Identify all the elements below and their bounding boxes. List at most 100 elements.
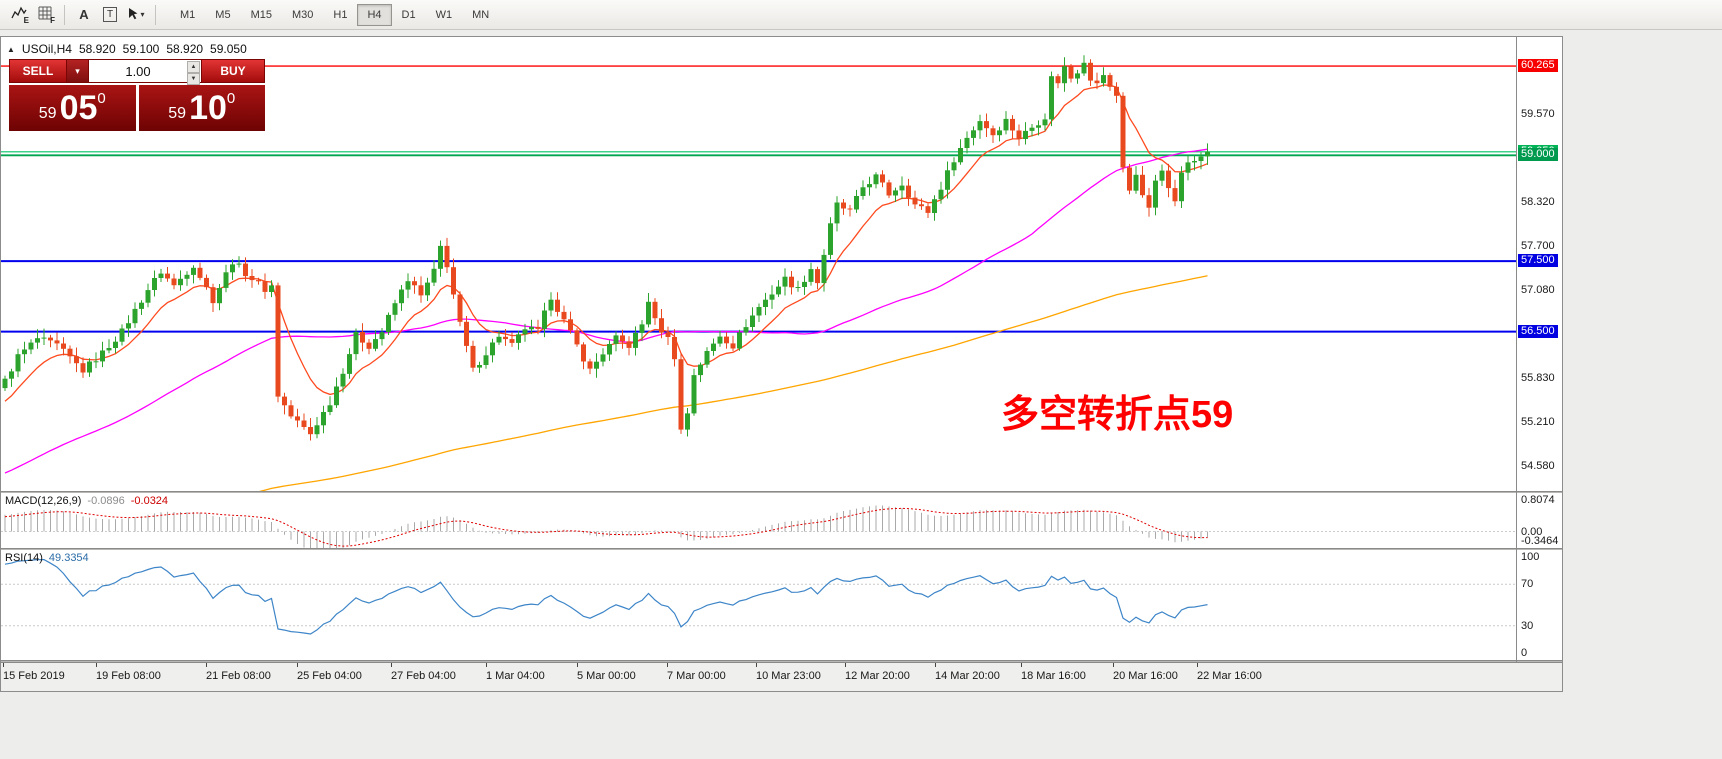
time-axis-tick (391, 663, 392, 667)
time-axis-tick (486, 663, 487, 667)
one-click-trading-panel: SELL ▾ ▲ ▼ BUY 59 05 0 59 (9, 59, 265, 131)
time-axis-tick (756, 663, 757, 667)
macd-signal-value: -0.0324 (130, 495, 169, 507)
trade-controls-row: SELL ▾ ▲ ▼ BUY (9, 59, 265, 85)
chevron-down-icon: ▾ (75, 65, 80, 76)
bid-pipette: 0 (97, 90, 106, 107)
volume-decrease-button[interactable]: ▼ (187, 73, 200, 85)
timeframe-MN[interactable]: MN (462, 4, 499, 26)
macd-panel[interactable]: MACD(12,26,9) -0.0896 -0.0324 (1, 493, 1516, 548)
time-axis-label: 22 Mar 16:00 (1197, 670, 1262, 682)
macd-label: MACD(12,26,9) -0.0896 -0.0324 (5, 495, 168, 507)
price-label: 70 (1521, 578, 1534, 591)
timeframe-H1[interactable]: H1 (323, 4, 357, 26)
time-axis-tick (845, 663, 846, 667)
volume-dropdown-button[interactable]: ▾ (67, 59, 89, 83)
chevron-down-icon: ▾ (140, 10, 145, 19)
volume-steppers: ▲ ▼ (187, 61, 200, 85)
macd-name: MACD(12,26,9) (5, 495, 82, 507)
candlestick-chart-svg[interactable] (1, 39, 1516, 491)
price-label: 59.570 (1521, 108, 1555, 121)
price-label: 57.080 (1521, 283, 1555, 296)
timeframe-group: M1 M5 M15 M30 H1 H4 D1 W1 MN (170, 3, 499, 26)
rsi-value: 49.3354 (48, 552, 89, 564)
panel-separator (1, 491, 1562, 493)
time-axis-label: 21 Feb 08:00 (206, 670, 271, 682)
price-label-special: 60.265 (1518, 59, 1558, 73)
cursor-arrow-icon (127, 7, 138, 23)
time-axis-tick (297, 663, 298, 667)
panel-separator (1, 660, 1562, 662)
time-axis-label: 19 Feb 08:00 (96, 670, 161, 682)
indicators-button[interactable]: E (6, 3, 32, 27)
timeframe-W1[interactable]: W1 (426, 4, 463, 26)
rsi-chart-svg[interactable] (1, 550, 1516, 660)
time-axis-label: 14 Mar 20:00 (935, 670, 1000, 682)
marker-up-icon: ▲ (7, 45, 15, 54)
grid-icon (38, 6, 52, 23)
macd-main-value: -0.0896 (87, 495, 125, 507)
timeframe-M15[interactable]: M15 (241, 4, 282, 26)
time-axis-label: 12 Mar 20:00 (845, 670, 910, 682)
text-box-tool-button[interactable]: T (97, 3, 123, 27)
open-value: 58.920 (78, 42, 116, 56)
ask-pips: 10 (189, 89, 227, 127)
price-label-special: 56.500 (1518, 324, 1558, 338)
price-label: 57.700 (1521, 240, 1555, 252)
time-axis-label: 18 Mar 16:00 (1021, 670, 1086, 682)
time-axis-label: 20 Mar 16:00 (1113, 670, 1178, 682)
grid-button[interactable]: F (32, 3, 58, 27)
toolbar-separator (64, 4, 65, 25)
ask-price-display[interactable]: 59 10 0 (138, 85, 265, 131)
time-axis-label: 10 Mar 23:00 (756, 670, 821, 682)
grid-button-sublabel: F (50, 15, 55, 25)
indicator-curve-icon (11, 6, 27, 23)
price-label: 0 (1521, 647, 1528, 659)
text-label-button[interactable]: A (71, 3, 97, 27)
time-axis-tick (577, 663, 578, 667)
time-axis[interactable]: 15 Feb 2019 19 Feb 08:00 21 Feb 08:00 25 Fe… (1, 662, 1562, 691)
time-axis-label: 27 Feb 04:00 (391, 670, 456, 682)
rsi-name: RSI(14) (5, 552, 43, 564)
sell-button[interactable]: SELL (9, 59, 67, 83)
indicators-button-sublabel: E (23, 15, 29, 25)
timeframe-M30[interactable]: M30 (282, 4, 323, 26)
chart-window: ▲ USOil,H4 58.920 59.100 58.920 59.050 S… (0, 36, 1563, 692)
price-label-special: 59.000 (1518, 148, 1558, 162)
candlestick-plot[interactable]: ▲ USOil,H4 58.920 59.100 58.920 59.050 S… (1, 39, 1516, 491)
volume-input[interactable] (89, 60, 201, 82)
price-label: 100 (1521, 551, 1540, 563)
buy-button[interactable]: BUY (201, 59, 265, 83)
bid-price-display[interactable]: 59 05 0 (9, 85, 136, 131)
panel-separator (1, 548, 1562, 550)
price-label: 55.830 (1521, 371, 1555, 384)
price-label: 54.580 (1521, 460, 1555, 472)
price-label: 55.210 (1521, 415, 1555, 428)
volume-field: ▲ ▼ (89, 59, 201, 85)
macd-chart-svg[interactable] (1, 493, 1516, 548)
timeframe-D1[interactable]: D1 (392, 4, 426, 26)
time-axis-label: 15 Feb 2019 (3, 670, 65, 682)
timeframe-M1[interactable]: M1 (170, 4, 205, 26)
low-value: 58.920 (166, 42, 204, 56)
toolbar-separator (155, 4, 156, 25)
price-label: 0.8074 (1521, 494, 1555, 506)
symbol-label: USOil,H4 (21, 42, 72, 56)
annotation-text: 多空转折点59 (1001, 394, 1234, 436)
cursor-tool-button[interactable]: ▾ (123, 3, 149, 27)
time-axis-label: 25 Feb 04:00 (297, 670, 362, 682)
price-scale[interactable]: 59.570 58.320 57.700 57.080 55.830 55.210 54.5… (1516, 37, 1562, 662)
timeframe-M5[interactable]: M5 (205, 4, 240, 26)
rsi-panel[interactable]: RSI(14) 49.3354 (1, 550, 1516, 660)
boxed-t-icon: T (102, 7, 118, 22)
chart-ohlc-header: ▲ USOil,H4 58.920 59.100 58.920 59.050 (7, 42, 247, 57)
time-axis-label: 5 Mar 00:00 (577, 670, 636, 682)
time-axis-label: 1 Mar 04:00 (486, 670, 545, 682)
close-value: 59.050 (210, 42, 247, 56)
toolbar: E F A T ▾ M1 M5 M15 M30 H1 H4 D1 W1 MN (0, 0, 1722, 30)
price-label: 0.00 (1521, 525, 1543, 538)
timeframe-H4[interactable]: H4 (357, 3, 392, 26)
bid-integer: 59 (38, 105, 57, 122)
price-label: -0.3464 (1521, 535, 1559, 547)
volume-increase-button[interactable]: ▲ (187, 61, 200, 73)
